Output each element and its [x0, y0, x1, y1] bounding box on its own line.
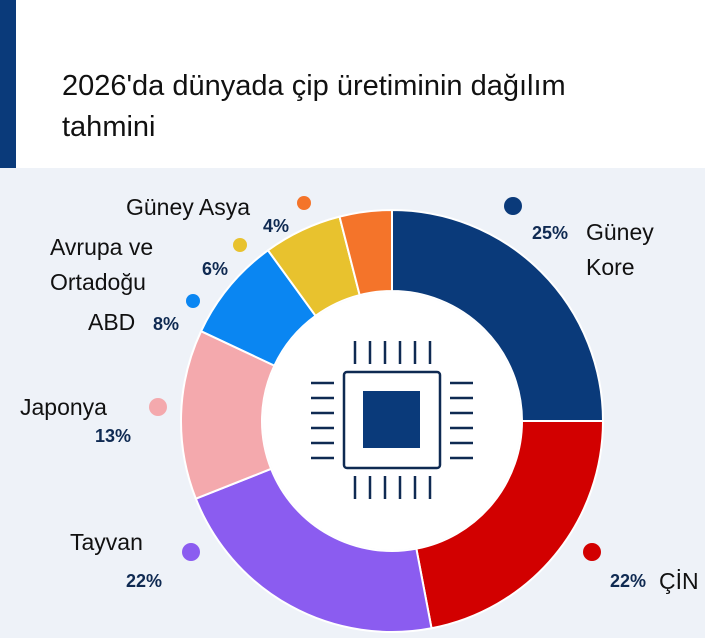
legend-dot-china — [583, 543, 601, 561]
legend-dot-europe — [233, 238, 247, 252]
value-label-south-korea: 25% — [532, 223, 569, 243]
value-label-taiwan: 22% — [126, 571, 163, 591]
chip-icon — [311, 341, 473, 499]
label-europe-line1: Avrupa ve — [50, 234, 154, 260]
value-label-europe: 6% — [202, 259, 229, 279]
label-south-korea-line2: Kore — [586, 254, 635, 280]
slice-g-ney-kore — [391, 208, 605, 422]
label-europe-line2: Ortadoğu — [50, 269, 146, 295]
label-south-korea-line1: Güney — [586, 219, 654, 245]
legend-dot-taiwan — [182, 543, 200, 561]
value-label-usa: 8% — [153, 314, 180, 334]
label-south-asia: Güney Asya — [126, 194, 251, 220]
label-usa: ABD — [88, 309, 136, 335]
legend-dot-south-asia — [297, 196, 311, 210]
chart-title: 2026'da dünyada çip üretiminin dağılım t… — [62, 70, 566, 143]
header-panel — [0, 0, 705, 168]
legend-dot-japan — [149, 398, 167, 416]
legend-dot-usa — [186, 294, 200, 308]
slice-tayvan — [194, 467, 433, 633]
legend-dot-south-korea — [504, 197, 522, 215]
label-japan: Japonya — [20, 394, 107, 420]
accent-bar — [0, 0, 16, 168]
label-china: ÇİN — [659, 568, 699, 594]
value-label-japan: 13% — [95, 426, 132, 446]
value-label-south-asia: 4% — [263, 216, 290, 236]
slice--i-n — [415, 420, 605, 630]
value-label-china: 22% — [610, 571, 647, 591]
slice-g-ney-asya — [338, 208, 393, 297]
label-taiwan: Tayvan — [70, 529, 143, 555]
